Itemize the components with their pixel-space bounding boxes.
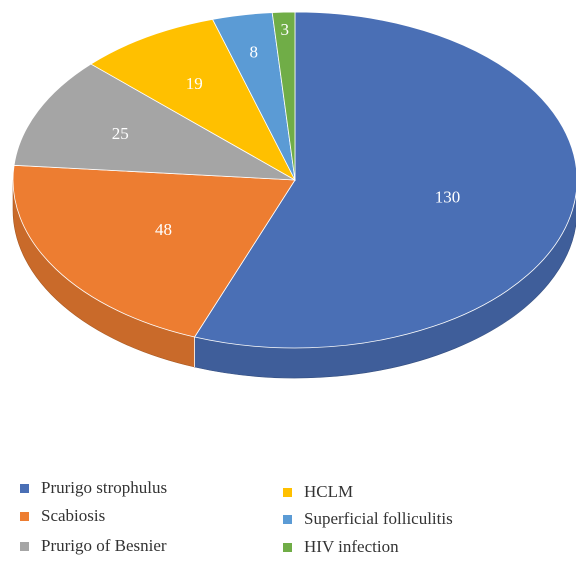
slice-prurigo-of-besnier (13, 63, 296, 181)
legend-item-hiv-infection: HIV infection (283, 535, 399, 559)
data-label-scabiosis: 48 (155, 220, 172, 239)
legend-swatch-prurigo-of-besnier (20, 541, 29, 551)
data-label-superficial-folliculitis: 8 (249, 42, 258, 61)
slice-hclm (90, 18, 296, 182)
legend-item-prurigo-strophulus: Prurigo strophulus (20, 476, 167, 500)
legend-swatch-scabiosis (20, 511, 29, 521)
legend-label-prurigo-of-besnier: Prurigo of Besnier (41, 536, 167, 555)
legend-label-superficial-folliculitis: Superficial folliculitis (304, 509, 453, 528)
data-label-prurigo-of-besnier: 25 (112, 124, 129, 143)
legend-swatch-prurigo-strophulus (20, 483, 29, 493)
data-labels: 130 48 25 19 8 3 (112, 20, 461, 239)
legend-label-hiv-infection: HIV infection (304, 537, 399, 556)
data-label-hclm: 19 (186, 74, 203, 93)
data-label-prurigo-strophulus: 130 (435, 188, 461, 207)
pie-top-faces (12, 11, 576, 349)
legend-label-scabiosis: Scabiosis (41, 506, 106, 525)
legend-item-scabiosis: Scabiosis (20, 504, 105, 528)
legend-label-prurigo-strophulus: Prurigo strophulus (41, 478, 168, 497)
pie-chart: 130 48 25 19 8 3 (12, 11, 576, 379)
legend-item-hclm: HCLM (283, 480, 353, 504)
legend-item-superficial-folliculitis: Superficial folliculitis (283, 507, 453, 531)
legend: Prurigo strophulus Scabiosis Prurigo of … (0, 470, 576, 563)
data-label-hiv-infection: 3 (280, 20, 289, 39)
legend-swatch-hiv-infection (283, 542, 292, 552)
slice-prurigo-strophulus (193, 11, 576, 349)
legend-label-hclm: HCLM (304, 482, 354, 501)
slice-hiv-infection (271, 11, 296, 181)
slice-scabiosis (12, 164, 296, 338)
legend-swatch-superficial-folliculitis (283, 514, 292, 524)
legend-item-prurigo-of-besnier: Prurigo of Besnier (20, 534, 167, 558)
legend-swatch-hclm (283, 487, 292, 497)
